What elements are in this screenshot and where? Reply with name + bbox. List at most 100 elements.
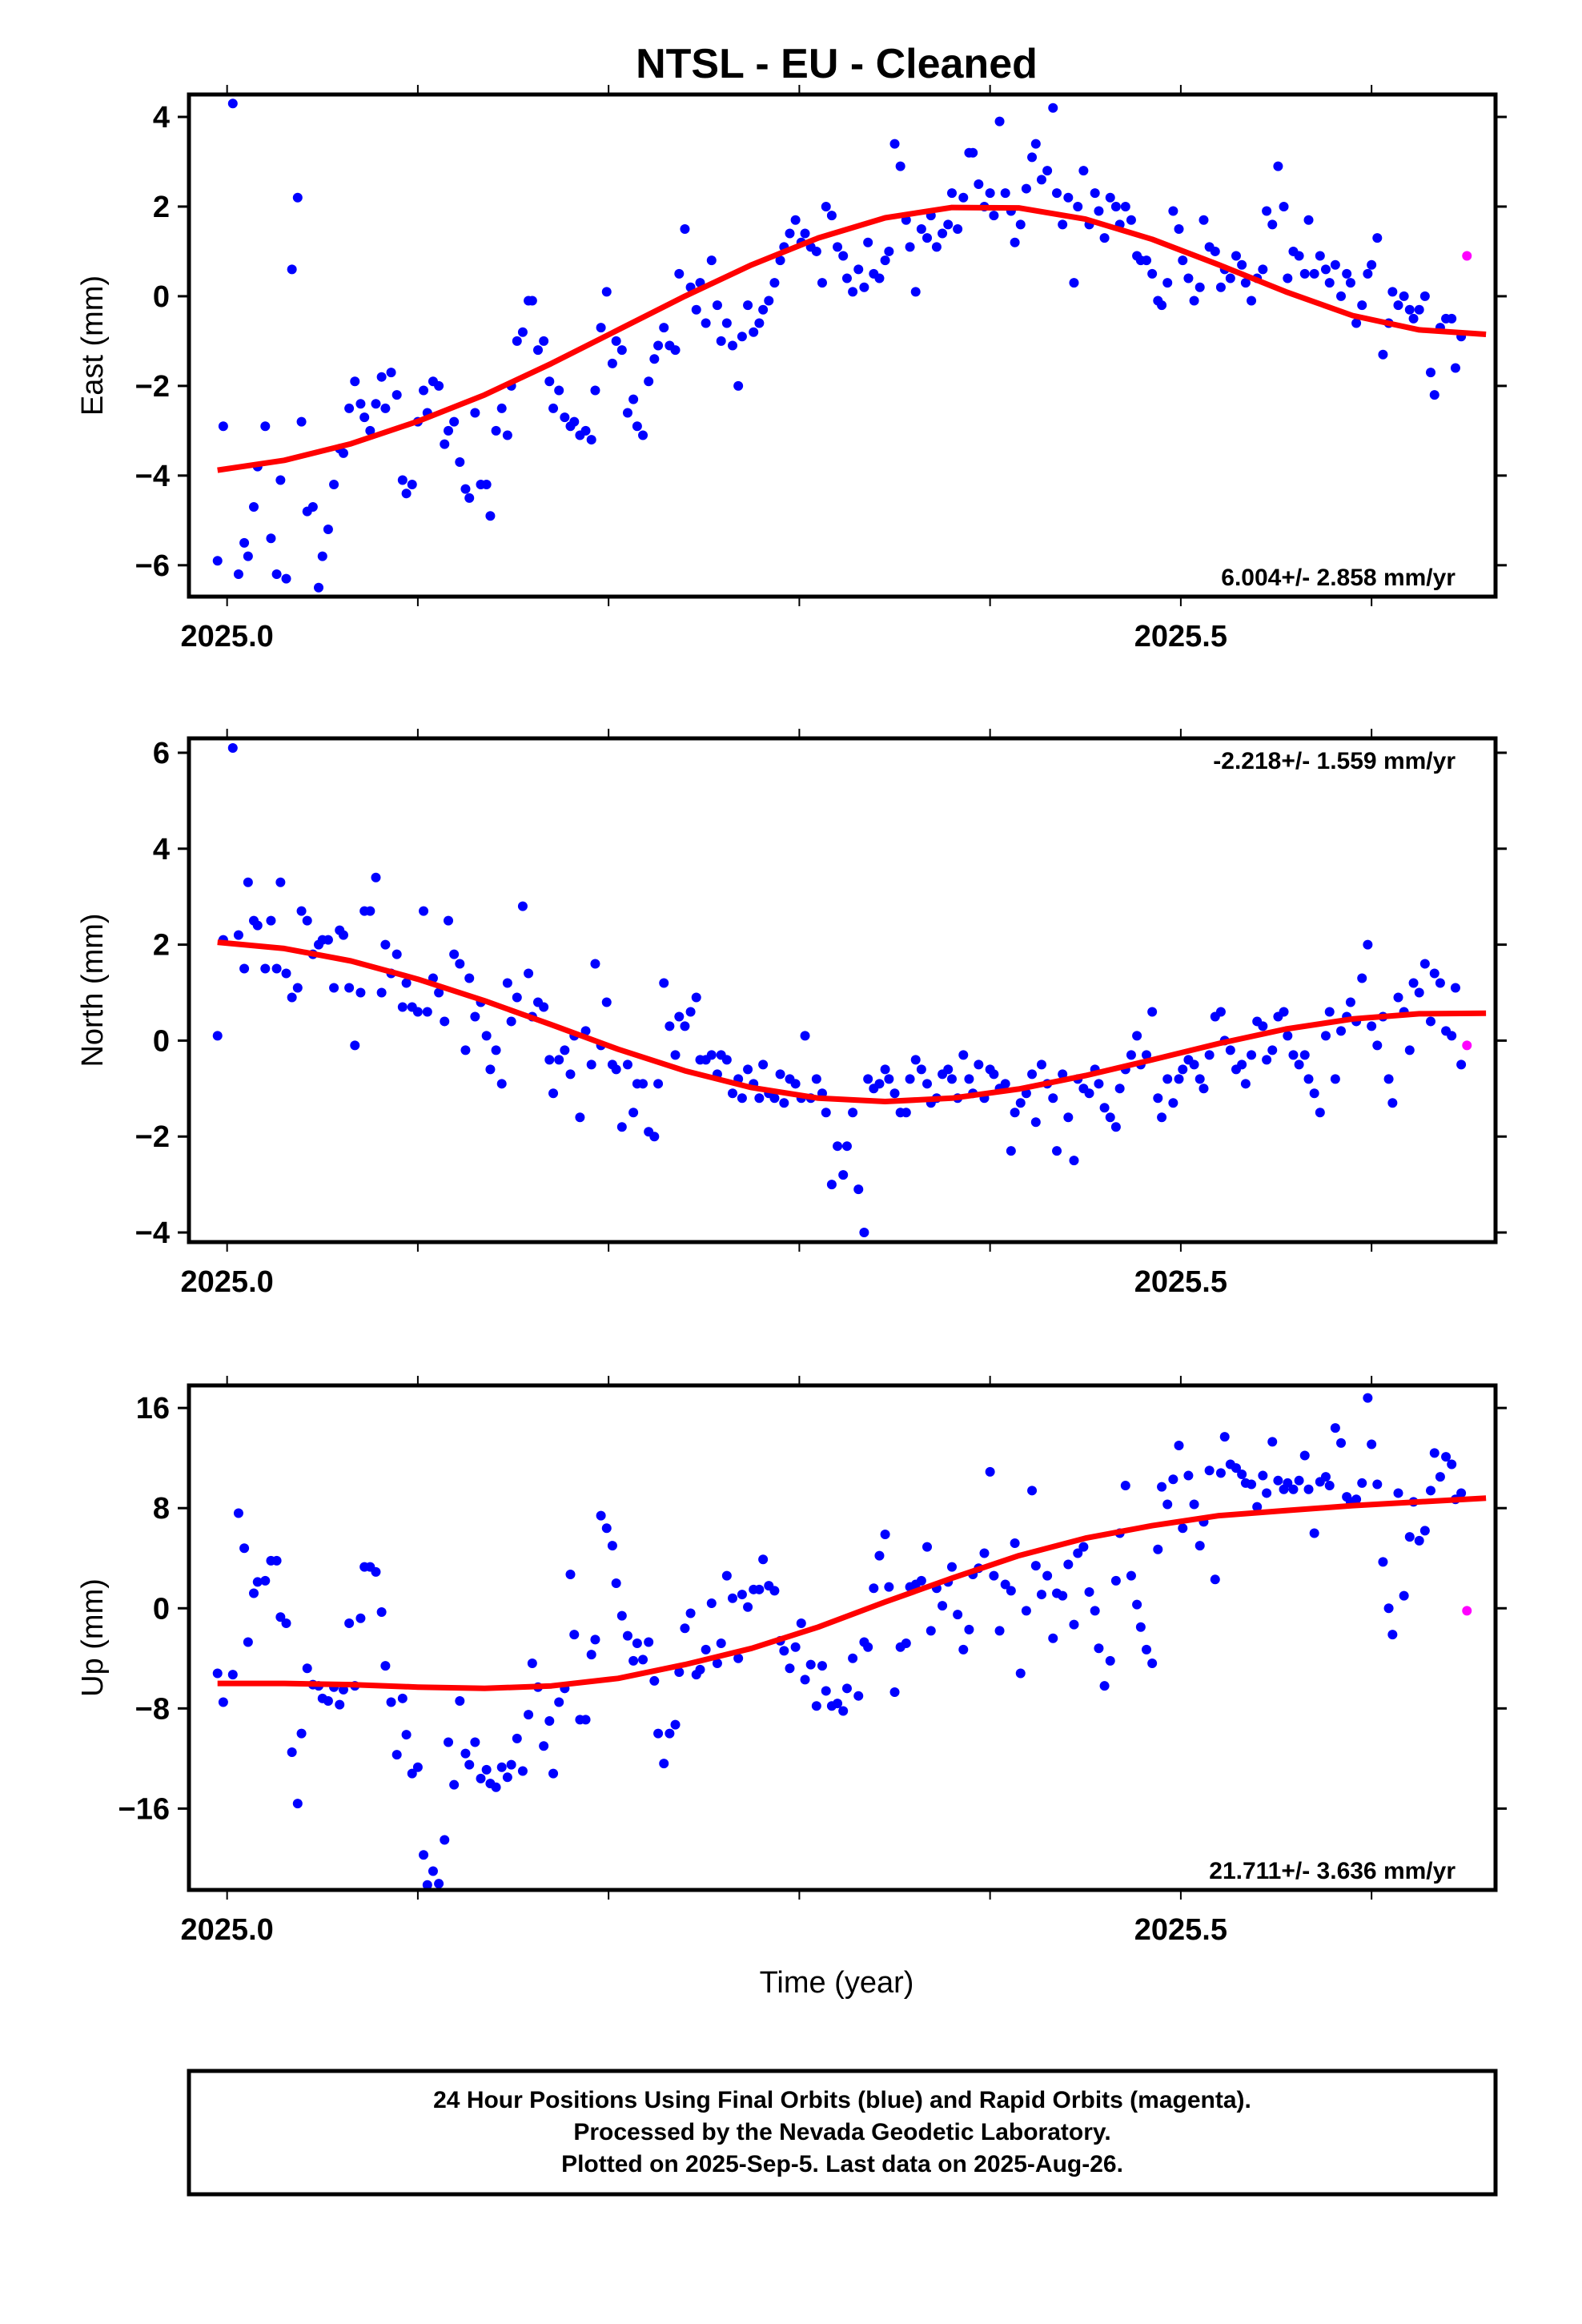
east-data-point [218,421,228,432]
up-data-point [397,1693,408,1703]
east-data-point [863,237,873,247]
up-data-point [440,1835,450,1845]
east-data-point [946,188,957,199]
east-data-point [266,533,276,544]
up-data-point [292,1799,303,1809]
north-data-point [371,872,381,883]
up-data-point [1299,1450,1310,1461]
east-data-point [1078,166,1089,176]
east-data-point [1231,251,1241,261]
up-data-point [874,1550,885,1561]
east-data-point [580,425,591,436]
north-data-point [470,1011,480,1022]
north-data-point [790,1079,801,1089]
up-data-point [1336,1437,1347,1448]
north-data-point [1178,1064,1188,1075]
east-data-point [632,421,642,432]
north-data-point [1283,1031,1293,1041]
east-data-point [596,323,606,333]
north-data-point [266,915,276,926]
up-data-point [706,1598,717,1609]
north-data-point [1058,1069,1068,1080]
east-data-point [440,439,450,449]
up-data-point [512,1733,522,1743]
east-data-point [916,223,926,234]
north-data-point [1215,1007,1226,1017]
north-data-point [1383,1074,1394,1084]
up-data-point [323,1695,333,1706]
up-data-point [628,1655,639,1666]
up-plot-frame [187,1383,1498,1892]
north-data-point [1330,1074,1340,1084]
east-data-point [1336,291,1347,301]
east-y-axis-label: East (mm) [76,275,110,416]
up-data-point [1383,1603,1394,1614]
up-data-point [554,1697,564,1707]
east-data-point [586,435,596,445]
north-data-point [874,1079,885,1089]
north-data-point [665,1021,675,1031]
north-y-tick-label: 0 [153,1024,170,1058]
north-data-point [685,1007,696,1017]
east-data-point [1183,273,1194,283]
up-data-point [994,1626,1005,1636]
north-data-point [302,915,312,926]
east-data-point [376,372,387,382]
north-data-point [397,1002,408,1012]
east-data-point [271,569,282,580]
east-data-point [628,394,639,404]
north-data-point [691,992,701,1003]
east-data-point [455,457,465,468]
north-data-point [544,1055,555,1065]
east-data-point [1299,268,1310,279]
east-data-point [1408,313,1419,324]
east-data-point [616,345,627,356]
up-data-point [1330,1423,1340,1433]
up-data-point [1094,1643,1104,1654]
north-data-point [524,968,534,979]
up-data-point [712,1659,722,1669]
up-data-point [964,1624,974,1634]
north-plot-frame [187,736,1498,1244]
north-data-point [1456,1059,1467,1070]
footer-line-1: 24 Hour Positions Using Final Orbits (bl… [433,2087,1251,2113]
north-data-point [590,959,600,969]
north-data-point [444,915,454,926]
east-data-point [1110,201,1121,211]
chart-title: NTSL - EU - Cleaned [636,41,1038,87]
east-data-point [365,425,375,436]
east-data-point [1399,291,1409,301]
north-data-point [1425,1016,1435,1027]
up-data-point [1324,1481,1335,1491]
up-data-point [252,1577,263,1587]
east-data-point [1247,296,1257,306]
east-data-point [1320,264,1331,275]
north-data-point [905,1074,915,1084]
north-x-tick-label: 2025.5 [1134,1265,1227,1299]
east-data-point [307,502,318,513]
north-data-point [1021,1088,1031,1099]
east-data-point [706,255,717,266]
east-data-point [691,304,701,315]
up-data-point [958,1644,969,1655]
east-data-point [449,416,460,427]
up-data-point [638,1655,648,1665]
east-data-point [380,403,391,413]
up-data-point [1000,1579,1010,1590]
up-data-point [989,1570,999,1581]
east-data-point [728,340,738,351]
north-data-point [548,1088,559,1099]
north-data-point [628,1108,639,1118]
up-data-point [622,1630,632,1641]
up-data-point [491,1782,501,1792]
up-data-point [821,1686,831,1696]
east-data-point [716,336,726,346]
east-x-tick-label: 2025.5 [1134,620,1227,653]
up-data-point [946,1562,957,1572]
north-data-point [884,1074,894,1084]
up-y-tick-label: −8 [135,1692,170,1726]
up-data-point [833,1699,843,1709]
north-y-tick-label: 4 [153,833,170,866]
north-data-point [1363,939,1373,950]
north-data-point [848,1108,858,1118]
